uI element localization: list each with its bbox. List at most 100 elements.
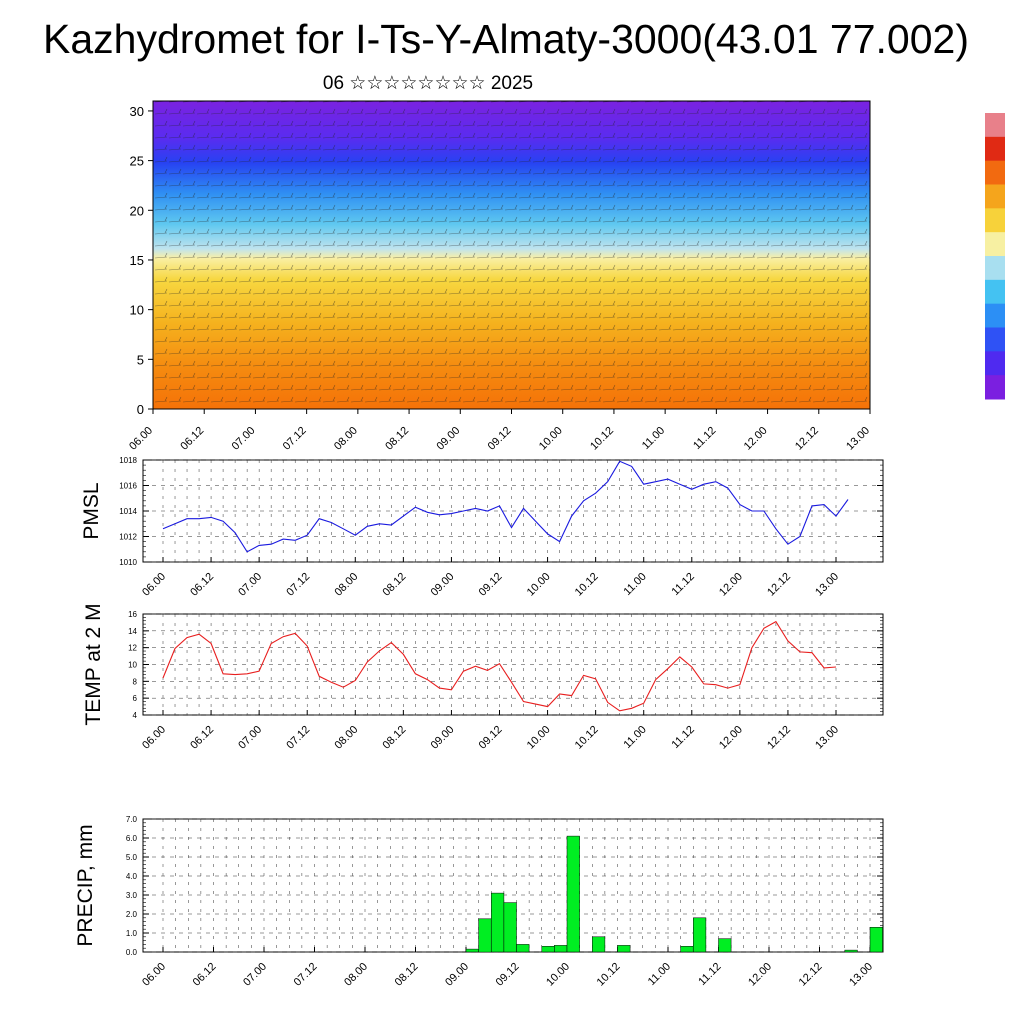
precip-bar <box>693 917 707 953</box>
x-tick-label: 11.12 <box>696 961 723 988</box>
y-tick-label: 7.0 <box>126 815 138 824</box>
x-tick-label: 12.12 <box>765 724 793 752</box>
precip-bar <box>465 948 479 953</box>
colorbar-swatch <box>985 232 1005 257</box>
precip-bar <box>844 949 858 953</box>
precip-bar <box>617 945 631 953</box>
x-tick-label: 09.00 <box>434 425 462 453</box>
x-tick-label: 06.12 <box>191 961 219 989</box>
x-tick-label: 10.00 <box>525 724 553 752</box>
colorbar-swatch <box>985 327 1005 352</box>
colorbar <box>985 113 1005 400</box>
precip-bar <box>541 946 555 953</box>
x-tick-label: 10.00 <box>537 425 565 453</box>
x-tick-label: 08.00 <box>332 724 360 752</box>
x-tick-label: 06.12 <box>178 425 206 453</box>
x-tick-label: 07.12 <box>284 724 312 752</box>
x-tick-label: 07.00 <box>236 571 264 599</box>
x-tick-label: 06.00 <box>127 425 155 453</box>
colorbar-swatch <box>985 279 1005 305</box>
x-tick-label: 09.12 <box>477 571 505 599</box>
colorbar-swatch <box>985 184 1005 209</box>
colorbar-swatch <box>985 113 1005 138</box>
colorbar-swatch <box>985 256 1005 281</box>
y-tick-label: 0 <box>137 402 144 417</box>
y-tick-label: 10 <box>130 303 144 318</box>
chart-title: Kazhydromet for I-Ts-Y-Almaty-3000(43.01… <box>43 16 969 62</box>
y-tick-label: 5.0 <box>126 853 138 862</box>
y-tick-label: 16 <box>128 610 137 619</box>
precip-bar <box>491 892 505 953</box>
temp2m-line <box>162 620 837 712</box>
precip-bar <box>869 927 883 953</box>
cross-section-panel: 0 5 10 15 20 25 30 06.00 06.12 07.00 07.12 08.00 08.… <box>127 100 872 453</box>
x-tick-label: 13.00 <box>813 571 841 599</box>
x-tick-label: 09.12 <box>477 724 505 752</box>
colorbar-swatch <box>985 351 1005 376</box>
y-tick-label: 1016 <box>119 482 137 491</box>
x-tick-label: 08.12 <box>383 425 411 453</box>
y-tick-label: 1010 <box>119 558 137 567</box>
y-tick-label: 20 <box>130 203 144 218</box>
x-tick-label: 13.00 <box>813 724 841 752</box>
x-tick-label: 07.00 <box>230 425 258 453</box>
x-tick-label: 06.00 <box>140 724 168 752</box>
x-tick-label: 11.00 <box>621 724 648 751</box>
x-tick-label: 11.00 <box>621 571 648 598</box>
x-tick-label: 07.12 <box>292 961 320 989</box>
x-tick-label: 08.12 <box>393 961 421 989</box>
y-tick-label: 8 <box>133 677 138 686</box>
x-tick-label: 10.00 <box>544 961 572 989</box>
y-axis-label: TEMP at 2 M <box>82 603 105 725</box>
colorbar-swatch <box>985 303 1005 328</box>
x-tick-label: 09.00 <box>429 724 457 752</box>
x-tick-label: 13.00 <box>847 961 875 989</box>
precip-panel: 0.0 1.0 2.0 3.0 4.0 5.0 6.0 7.0 06.00 06.12 07.00 0… <box>74 815 884 989</box>
x-tick-label: 10.12 <box>573 724 601 752</box>
precip-bar <box>516 944 530 953</box>
x-tick-label: 12.00 <box>717 571 745 599</box>
x-tick-label: 07.00 <box>236 724 264 752</box>
x-tick-label: 07.12 <box>284 571 312 599</box>
precip-bar <box>503 902 517 953</box>
x-tick-label: 06.12 <box>188 724 216 752</box>
y-tick-label: 10 <box>128 661 137 670</box>
x-tick-label: 11.00 <box>640 425 667 452</box>
x-tick-label: 10.00 <box>525 571 553 599</box>
x-tick-label: 11.12 <box>670 724 697 751</box>
y-tick-label: 1014 <box>119 507 137 516</box>
y-tick-label: 1.0 <box>126 929 138 938</box>
y-tick-label: 5 <box>137 352 144 367</box>
colorbar-swatch <box>985 375 1005 400</box>
x-tick-label: 11.12 <box>670 571 697 598</box>
precip-bar <box>478 918 492 953</box>
x-tick-label: 07.12 <box>281 425 309 453</box>
y-tick-label: 4 <box>133 711 138 720</box>
y-tick-label: 0.0 <box>126 948 138 957</box>
x-tick-label: 12.00 <box>742 425 770 453</box>
y-tick-label: 14 <box>128 627 137 636</box>
wind-barbs <box>153 101 870 409</box>
x-tick-label: 10.12 <box>588 425 616 453</box>
x-tick-label: 08.00 <box>332 571 360 599</box>
x-tick-label: 12.00 <box>717 724 745 752</box>
precip-bar <box>554 945 568 953</box>
y-tick-label: 12 <box>128 644 137 653</box>
colorbar-swatch <box>985 160 1005 185</box>
x-tick-label: 12.12 <box>797 961 825 989</box>
y-tick-label: 6.0 <box>126 834 138 843</box>
colorbar-swatch <box>985 136 1005 162</box>
x-tick-label: 08.00 <box>342 961 370 989</box>
precip-bar <box>680 946 694 953</box>
y-tick-label: 4.0 <box>126 872 138 881</box>
precip-bar <box>592 936 606 953</box>
x-tick-label: 08.12 <box>381 571 409 599</box>
x-tick-label: 06.00 <box>140 571 168 599</box>
colorbar-swatch <box>985 208 1005 233</box>
x-tick-label: 11.00 <box>646 961 673 988</box>
y-tick-label: 15 <box>130 253 144 268</box>
x-tick-label: 08.12 <box>381 724 409 752</box>
x-tick-label: 12.12 <box>765 571 793 599</box>
y-tick-label: 1012 <box>119 533 137 542</box>
